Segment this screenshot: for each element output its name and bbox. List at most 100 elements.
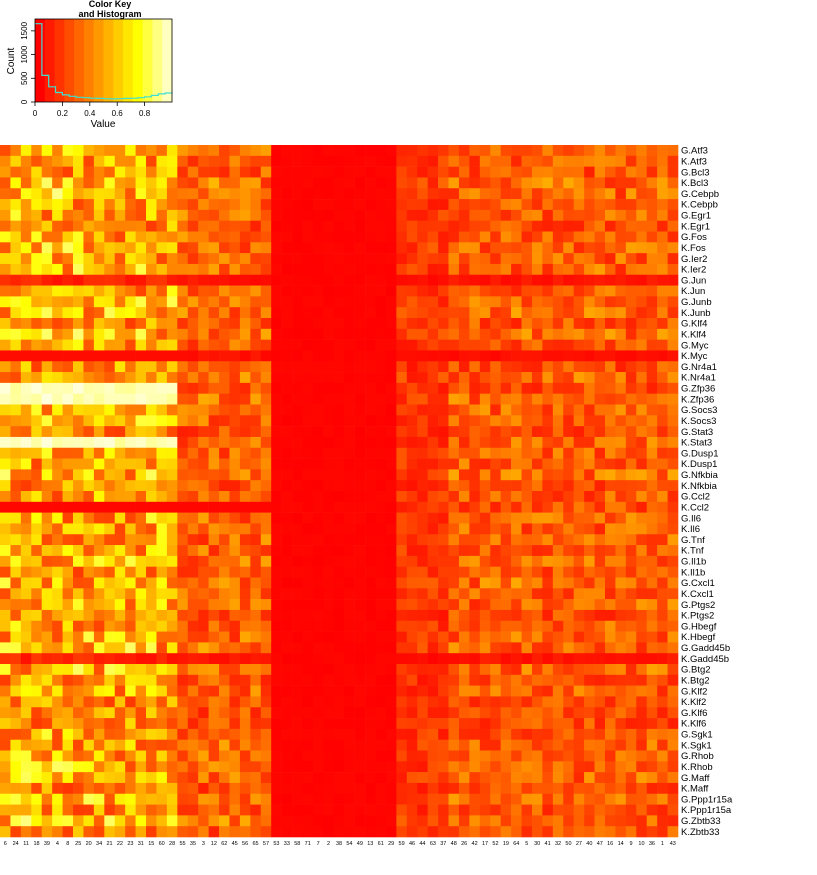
heatmap-cell xyxy=(146,782,157,795)
heatmap-cell xyxy=(657,631,668,643)
heatmap-cell xyxy=(114,566,126,578)
heatmap-cell xyxy=(104,609,116,622)
heatmap-cell xyxy=(73,415,84,427)
heatmap-cell xyxy=(521,231,533,243)
heatmap-cell xyxy=(438,599,449,611)
heatmap-cell xyxy=(198,458,209,470)
heatmap-cell xyxy=(271,566,282,578)
heatmap-cell xyxy=(0,318,11,330)
heatmap-cell xyxy=(198,545,209,557)
heatmap-cell xyxy=(114,631,126,643)
heatmap-cell xyxy=(250,750,262,762)
heatmap-cell xyxy=(281,685,293,697)
heatmap-cell xyxy=(20,155,32,167)
heatmap-cell xyxy=(104,707,116,719)
heatmap-cell xyxy=(208,491,220,503)
heatmap-cell xyxy=(427,750,439,762)
heatmap-cell xyxy=(302,231,314,243)
heatmap-cell xyxy=(219,469,230,481)
heatmap-cell xyxy=(490,318,501,330)
heatmap-cell xyxy=(615,296,627,308)
heatmap-cell xyxy=(166,685,178,697)
color-key-swatch xyxy=(132,19,144,102)
heatmap-cell xyxy=(323,718,335,730)
heatmap-cell xyxy=(146,534,157,546)
heatmap-cell xyxy=(365,609,376,622)
heatmap-cell xyxy=(104,436,116,449)
heatmap-cell xyxy=(490,718,501,730)
column-label: 40 xyxy=(586,841,592,847)
heatmap-cell xyxy=(406,274,418,286)
heatmap-cell xyxy=(73,599,84,611)
heatmap-cell xyxy=(448,209,460,221)
heatmap-cell xyxy=(302,382,314,394)
heatmap-cell xyxy=(521,361,533,373)
heatmap-cell xyxy=(563,296,574,308)
heatmap-cell xyxy=(187,609,199,622)
heatmap-cell xyxy=(344,566,355,578)
heatmap-cell xyxy=(448,426,460,438)
heatmap-cell xyxy=(125,761,136,773)
heatmap-cell xyxy=(594,577,606,589)
heatmap-cell xyxy=(177,588,189,600)
heatmap-cell xyxy=(490,826,501,838)
heatmap-cell xyxy=(104,664,116,676)
heatmap-cell xyxy=(229,739,241,751)
heatmap-cell xyxy=(563,728,574,740)
heatmap-cell xyxy=(417,436,428,449)
heatmap-cell xyxy=(302,599,314,611)
heatmap-cell xyxy=(344,555,355,567)
heatmap-cell xyxy=(20,674,32,686)
heatmap-cell xyxy=(239,620,251,632)
heatmap-cell xyxy=(604,739,616,751)
heatmap-cell xyxy=(417,599,428,611)
heatmap-cell xyxy=(93,220,105,232)
heatmap-cell xyxy=(615,372,627,384)
heatmap-cell xyxy=(156,426,168,438)
column-label: 43 xyxy=(670,841,676,847)
heatmap-cell xyxy=(469,707,481,719)
heatmap-cell xyxy=(458,350,470,362)
heatmap-cell xyxy=(135,458,147,470)
heatmap-cell xyxy=(625,382,637,394)
heatmap-cell xyxy=(156,231,168,243)
heatmap-cell xyxy=(156,609,168,622)
heatmap-cell xyxy=(573,793,585,805)
heatmap-cell xyxy=(552,782,564,795)
heatmap-cell xyxy=(542,263,554,276)
heatmap-cell xyxy=(594,782,606,795)
heatmap-cell xyxy=(625,772,637,784)
heatmap-cell xyxy=(260,599,272,611)
heatmap-cell xyxy=(187,599,199,611)
heatmap-cell xyxy=(187,642,199,654)
heatmap-cell xyxy=(521,545,533,557)
heatmap-cell xyxy=(417,642,428,654)
heatmap-cell xyxy=(114,501,126,513)
heatmap-cell xyxy=(10,793,22,805)
heatmap-cell xyxy=(531,209,543,221)
heatmap-cell xyxy=(156,815,168,827)
heatmap-cell xyxy=(490,145,501,157)
heatmap-cell xyxy=(531,220,543,232)
heatmap-cell xyxy=(0,599,11,611)
heatmap-cell xyxy=(104,274,116,286)
heatmap-cell xyxy=(62,772,74,784)
heatmap-cell xyxy=(166,242,178,254)
heatmap-cell xyxy=(604,382,616,394)
heatmap-cell xyxy=(479,285,491,297)
heatmap-cell xyxy=(563,523,574,535)
heatmap-cell xyxy=(146,350,157,362)
heatmap-cell xyxy=(62,307,74,319)
heatmap-cell xyxy=(93,707,105,719)
heatmap-cell xyxy=(344,480,355,492)
heatmap-cell xyxy=(312,685,324,697)
heatmap-cell xyxy=(93,620,105,632)
column-label: 27 xyxy=(576,841,582,847)
heatmap-cell xyxy=(646,609,658,622)
heatmap-cell xyxy=(344,318,355,330)
heatmap-cell xyxy=(542,566,554,578)
heatmap-cell xyxy=(31,458,43,470)
heatmap-cell xyxy=(177,177,189,189)
heatmap-cell xyxy=(438,350,449,362)
row-label: G.Myc xyxy=(681,340,709,351)
